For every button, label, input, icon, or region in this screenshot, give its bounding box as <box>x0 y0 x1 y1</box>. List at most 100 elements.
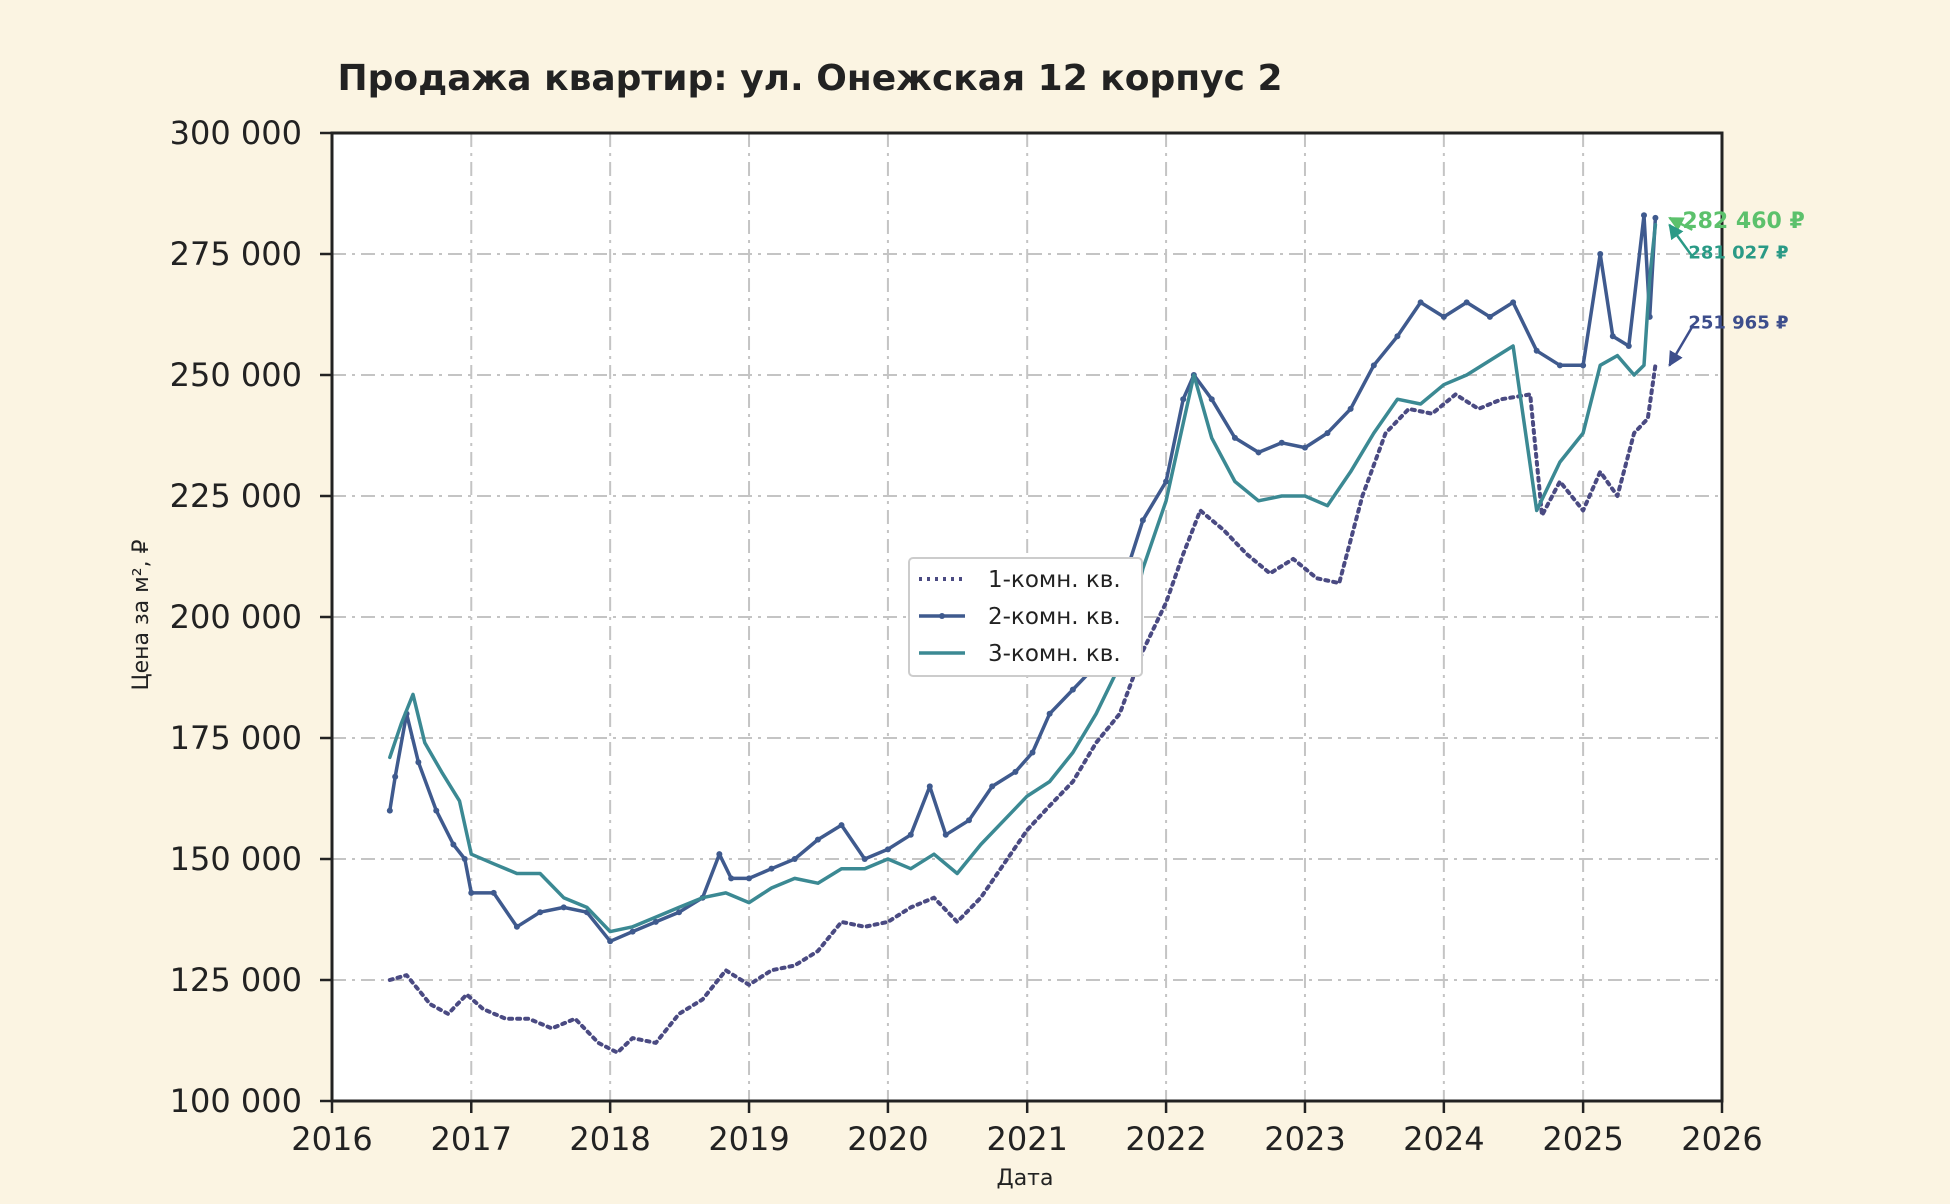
y-tick-label: 150 000 <box>170 840 302 878</box>
series-point <box>1278 439 1285 446</box>
series-line <box>387 363 1658 1055</box>
x-tick-label: 2016 <box>291 1120 372 1158</box>
series-point <box>746 875 753 882</box>
series-point <box>629 928 636 935</box>
series-point <box>652 918 659 925</box>
series-point <box>791 856 798 862</box>
x-tick-label: 2021 <box>986 1120 1067 1158</box>
series-point <box>965 817 972 824</box>
series-point <box>1301 444 1308 451</box>
series-point <box>392 773 399 780</box>
legend-label: 1-комн. кв. <box>988 567 1121 593</box>
series-point <box>560 904 567 911</box>
x-tick-label: 2020 <box>847 1120 928 1158</box>
x-tick-label: 2018 <box>569 1120 650 1158</box>
series-point <box>1486 313 1493 320</box>
annotation-label: 281 027 ₽ <box>1688 242 1788 263</box>
annotation-arrow <box>1668 325 1694 367</box>
annotation-arrow <box>1668 223 1694 258</box>
x-tick-label: 2024 <box>1403 1120 1484 1158</box>
legend-box <box>908 557 1143 677</box>
series-point <box>1510 299 1517 306</box>
y-tick-label: 225 000 <box>170 477 302 515</box>
series-point <box>1556 362 1563 369</box>
x-tick-label: 2019 <box>708 1120 789 1158</box>
series-point <box>415 759 422 766</box>
series-point <box>607 938 614 945</box>
series-point <box>1597 251 1604 257</box>
series-point <box>1625 342 1632 349</box>
series-point <box>1208 396 1215 403</box>
series-point <box>716 851 723 858</box>
legend-label: 3-комн. кв. <box>988 641 1121 667</box>
series-point <box>1440 313 1447 320</box>
x-tick-label: 2017 <box>431 1120 512 1158</box>
series-point <box>861 856 868 862</box>
series-point <box>468 889 475 896</box>
series-point <box>1231 434 1238 441</box>
y-tick-label: 275 000 <box>170 235 302 273</box>
series-point <box>942 831 949 838</box>
y-tick-label: 100 000 <box>170 1082 302 1120</box>
series-point <box>1139 517 1146 524</box>
series-point <box>433 807 440 814</box>
series-point <box>1370 362 1377 369</box>
series-point <box>1394 333 1401 340</box>
series-point <box>1533 347 1540 354</box>
series-point <box>768 865 775 872</box>
series-point <box>1069 686 1076 693</box>
y-tick-label: 300 000 <box>170 114 302 152</box>
series-point <box>1652 214 1659 221</box>
series-point <box>1324 430 1331 437</box>
plot-frame <box>330 131 1724 1103</box>
series-point <box>537 909 544 916</box>
series-point <box>676 909 683 916</box>
series-point <box>1029 749 1036 756</box>
annotation-label: 251 965 ₽ <box>1688 313 1788 334</box>
series-point <box>450 841 457 848</box>
series-point <box>838 822 845 829</box>
series-point <box>1347 405 1354 412</box>
y-tick-label: 175 000 <box>170 719 302 757</box>
y-tick-label: 200 000 <box>170 598 302 636</box>
chart-title: Продажа квартир: ул. Онежская 12 корпус … <box>337 58 1282 99</box>
series-point <box>989 783 996 790</box>
series-point <box>386 807 393 814</box>
y-tick-label: 250 000 <box>170 356 302 394</box>
series-point <box>814 836 821 843</box>
x-axis-label: Дата <box>997 1166 1054 1191</box>
series-point <box>1046 710 1053 717</box>
y-tick-label: 125 000 <box>170 961 302 999</box>
series-point <box>1580 362 1587 369</box>
x-tick-label: 2022 <box>1125 1120 1206 1158</box>
series-point <box>1163 478 1170 485</box>
series-point <box>1640 212 1647 219</box>
series-point <box>884 846 891 853</box>
annotation-label: 282 460 ₽ <box>1682 209 1804 234</box>
x-tick-label: 2023 <box>1264 1120 1345 1158</box>
legend-item: 1-комн. кв. <box>919 567 1121 593</box>
series-point <box>1255 449 1262 456</box>
series-point <box>1609 333 1616 340</box>
y-axis-label: Цена за м², ₽ <box>129 539 154 690</box>
legend-swatch-marker <box>939 613 945 619</box>
series-point <box>907 831 914 838</box>
x-tick-label: 2025 <box>1542 1120 1623 1158</box>
series-point <box>1417 299 1424 306</box>
series-point <box>513 923 520 930</box>
series-point <box>1180 396 1187 403</box>
legend: 1-комн. кв. 2-комн. кв. 3-комн. кв. <box>908 557 1143 677</box>
series-point <box>926 783 933 790</box>
x-tick-label: 2026 <box>1681 1120 1762 1158</box>
series-point <box>490 889 497 896</box>
series-point <box>1463 299 1470 306</box>
legend-label: 2-комн. кв. <box>988 604 1121 630</box>
series-point <box>1012 768 1019 775</box>
series-line <box>388 223 1658 934</box>
legend-item: 3-комн. кв. <box>919 641 1121 667</box>
series-point <box>728 875 735 882</box>
legend-item: 2-комн. кв. <box>919 604 1121 630</box>
series-point <box>461 856 468 862</box>
